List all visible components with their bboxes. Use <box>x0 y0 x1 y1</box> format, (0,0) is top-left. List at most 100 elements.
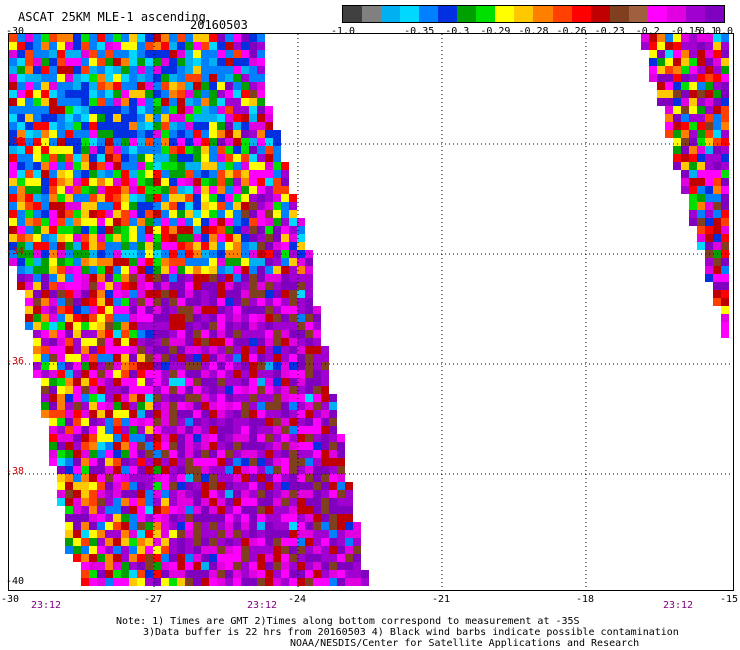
data-cell <box>241 50 249 58</box>
data-cell <box>713 226 721 234</box>
data-cell <box>105 554 113 562</box>
data-cell <box>145 98 153 106</box>
data-cell <box>121 226 129 234</box>
data-cell <box>145 394 153 402</box>
data-cell <box>297 266 305 274</box>
data-cell <box>249 90 257 98</box>
data-cell <box>721 34 729 42</box>
data-cell <box>257 258 265 266</box>
data-cell <box>137 434 145 442</box>
data-cell <box>273 354 281 362</box>
data-cell <box>689 210 697 218</box>
data-cell <box>273 370 281 378</box>
data-cell <box>289 194 297 202</box>
data-cell <box>89 122 97 130</box>
data-cell <box>169 170 177 178</box>
data-cell <box>9 210 17 218</box>
data-cell <box>257 458 265 466</box>
data-cell <box>185 162 193 170</box>
data-cell <box>57 498 65 506</box>
data-cell <box>721 106 729 114</box>
data-cell <box>297 282 305 290</box>
data-cell <box>313 370 321 378</box>
data-cell <box>201 186 209 194</box>
color-scale-segment <box>609 6 629 22</box>
data-cell <box>73 178 81 186</box>
data-cell <box>113 418 121 426</box>
data-cell <box>17 266 25 274</box>
data-cell <box>273 138 281 146</box>
data-cell <box>169 410 177 418</box>
data-cell <box>265 562 273 570</box>
data-cell <box>73 458 81 466</box>
data-cell <box>169 154 177 162</box>
data-cell <box>17 162 25 170</box>
data-cell <box>49 74 57 82</box>
data-cell <box>185 74 193 82</box>
data-cell <box>665 42 673 50</box>
data-cell <box>305 266 313 274</box>
data-cell <box>225 146 233 154</box>
data-cell <box>81 538 89 546</box>
data-cell <box>201 418 209 426</box>
data-cell <box>265 210 273 218</box>
data-cell <box>209 322 217 330</box>
data-cell <box>217 218 225 226</box>
data-cell <box>17 274 25 282</box>
data-cell <box>225 98 233 106</box>
data-cell <box>289 202 297 210</box>
data-cell <box>81 498 89 506</box>
data-cell <box>281 346 289 354</box>
data-cell <box>225 114 233 122</box>
data-cell <box>49 410 57 418</box>
data-cell <box>193 474 201 482</box>
data-cell <box>169 354 177 362</box>
data-cell <box>273 538 281 546</box>
data-cell <box>273 258 281 266</box>
data-cell <box>201 490 209 498</box>
data-cell <box>153 122 161 130</box>
data-cell <box>97 402 105 410</box>
data-cell <box>137 338 145 346</box>
data-cell <box>321 522 329 530</box>
data-cell <box>137 546 145 554</box>
data-cell <box>241 362 249 370</box>
data-cell <box>177 562 185 570</box>
data-cell <box>161 218 169 226</box>
data-cell <box>137 314 145 322</box>
data-cell <box>201 442 209 450</box>
data-cell <box>145 362 153 370</box>
data-cell <box>97 458 105 466</box>
data-cell <box>97 66 105 74</box>
data-cell <box>105 74 113 82</box>
data-cell <box>217 378 225 386</box>
data-cell <box>65 114 73 122</box>
data-cell <box>297 434 305 442</box>
data-cell <box>241 546 249 554</box>
data-cell <box>169 298 177 306</box>
data-cell <box>169 130 177 138</box>
data-cell <box>105 114 113 122</box>
data-cell <box>289 426 297 434</box>
data-cell <box>97 258 105 266</box>
data-cell <box>89 442 97 450</box>
data-cell <box>233 538 241 546</box>
data-cell <box>17 154 25 162</box>
data-cell <box>105 130 113 138</box>
data-cell <box>97 554 105 562</box>
data-cell <box>57 362 65 370</box>
data-cell <box>81 226 89 234</box>
data-cell <box>73 298 81 306</box>
data-cell <box>273 578 281 586</box>
data-cell <box>273 346 281 354</box>
data-cell <box>153 170 161 178</box>
data-cell <box>161 146 169 154</box>
data-cell <box>153 130 161 138</box>
data-cell <box>353 522 361 530</box>
data-cell <box>41 202 49 210</box>
data-cell <box>193 306 201 314</box>
data-cell <box>137 410 145 418</box>
data-cell <box>105 330 113 338</box>
data-cell <box>73 58 81 66</box>
data-cell <box>121 154 129 162</box>
